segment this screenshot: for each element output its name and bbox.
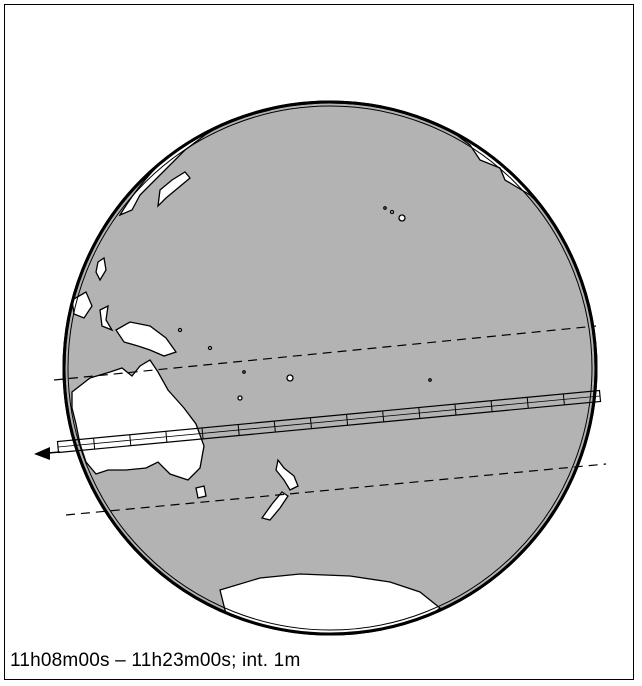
landmass-tasmania [195,485,207,499]
path-interval-tick [526,397,529,409]
map-frame [4,4,634,680]
path-interval-tick [129,434,132,446]
globe-outline [62,100,598,636]
landmass-hawaii-3 [383,206,387,210]
landmass-philippines [95,256,107,282]
landmass-island-5 [177,327,183,333]
landmass-new-guinea [115,321,178,357]
landmass-australia [71,359,205,481]
shadow-path-centerline [57,395,601,448]
eclipse-shadow-path [56,389,602,454]
landmass-new-zealand-north [275,458,299,491]
path-interval-tick [346,414,349,426]
path-interval-tick [273,421,276,433]
path-interval-tick [454,404,457,416]
path-interval-tick [562,393,565,405]
landmass-island-1 [237,395,243,401]
landmass-japan [157,171,191,208]
landmass-fiji [286,374,294,382]
path-interval-tick [237,424,240,436]
landmass-new-zealand-south [260,491,289,521]
landmass-hawaii-2 [389,209,395,215]
landmass-island-4 [242,370,246,374]
path-interval-tick [309,417,312,429]
globe-inner-rim [67,105,593,631]
shadow-path-band [56,389,602,454]
path-interval-tick [201,427,204,439]
path-interval-tick [93,438,96,450]
path-interval-tick [382,410,385,422]
northern-limit-line [53,325,597,381]
southern-limit-line [65,463,607,516]
landmass-island-2 [207,345,213,351]
landmass-island-3 [428,378,432,382]
landmass-sulawesi [99,304,114,332]
path-interval-tick [418,407,421,419]
direction-arrow-head [34,447,50,460]
landmass-hawaii [398,214,406,222]
path-interval-tick [165,431,168,443]
path-interval-tick [490,400,493,412]
time-interval-caption: 11h08m00s – 11h23m00s; int. 1m [10,650,301,671]
